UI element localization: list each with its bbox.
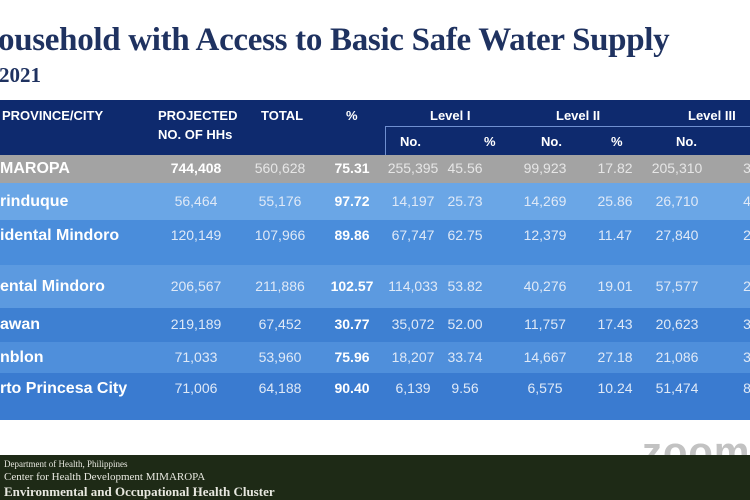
cell-l2-no: 40,276 bbox=[523, 277, 567, 294]
cell-projected: 219,189 bbox=[170, 316, 222, 332]
table-row: nblon 71,033 53,960 75.96 18,207 33.74 14,667 2… bbox=[0, 342, 750, 373]
cell-l2-pct: 17.43 bbox=[597, 316, 633, 332]
cell-name: rto Princesa City bbox=[0, 380, 128, 397]
cell-projected: 744,408 bbox=[170, 160, 222, 176]
cell-l1-no: 18,207 bbox=[391, 348, 435, 365]
cell-pct: 89.86 bbox=[334, 227, 370, 243]
cell-l2-pct: 17.82 bbox=[597, 160, 633, 176]
cell-l2-no: 14,269 bbox=[523, 192, 567, 209]
cell-name: ental Mindoro bbox=[0, 277, 105, 295]
cell-total: 64,188 bbox=[258, 380, 302, 396]
cell-l3-pct: 4 bbox=[743, 192, 750, 209]
cell-l3-no: 57,577 bbox=[655, 277, 699, 294]
footer-center: Center for Health Development MIMAROPA bbox=[4, 471, 206, 483]
cell-l2-no: 14,667 bbox=[523, 348, 567, 365]
cell-l1-no: 114,033 bbox=[388, 277, 438, 294]
cell-pct: 30.77 bbox=[334, 316, 370, 332]
cell-l3-pct: 3 bbox=[743, 160, 750, 176]
cell-l2-no: 99,923 bbox=[523, 160, 567, 176]
cell-name: awan bbox=[0, 316, 41, 333]
header-l1-no: No. bbox=[400, 134, 421, 149]
table-header: PROVINCE/CITY PROJECTED NO. OF HHs TOTAL… bbox=[0, 100, 750, 155]
cell-pct: 90.40 bbox=[334, 380, 370, 396]
header-projected-2: NO. OF HHs bbox=[158, 127, 233, 142]
header-pct: % bbox=[346, 108, 358, 123]
cell-l3-pct: 3 bbox=[743, 316, 750, 332]
cell-projected: 71,033 bbox=[174, 348, 218, 365]
cell-pct: 75.31 bbox=[334, 160, 370, 176]
footer-cluster: Environmental and Occupational Health Cl… bbox=[4, 484, 275, 499]
cell-l2-pct: 11.47 bbox=[598, 227, 632, 243]
cell-l3-no: 205,310 bbox=[651, 160, 703, 176]
cell-l3-no: 26,710 bbox=[655, 192, 699, 209]
cell-total: 55,176 bbox=[258, 192, 302, 209]
cell-l1-pct: 53.82 bbox=[447, 277, 483, 294]
cell-l1-pct: 33.74 bbox=[447, 348, 483, 365]
slide-title: ousehold with Access to Basic Safe Water… bbox=[0, 22, 670, 58]
header-level-2: Level II bbox=[556, 108, 601, 123]
cell-pct: 75.96 bbox=[334, 348, 370, 365]
cell-total: 560,628 bbox=[254, 160, 306, 176]
cell-l2-no: 12,379 bbox=[523, 227, 567, 243]
cell-l3-no: 51,474 bbox=[655, 380, 699, 396]
cell-l1-no: 255,395 bbox=[387, 160, 439, 176]
cell-total: 107,966 bbox=[254, 227, 306, 243]
cell-l1-no: 6,139 bbox=[395, 380, 431, 396]
cell-pct: 102.57 bbox=[330, 277, 374, 294]
cell-l3-pct: 2 bbox=[743, 227, 750, 243]
table-row: idental Mindoro 120,149 107,966 89.86 67,747… bbox=[0, 220, 750, 265]
cell-l1-pct: 62.75 bbox=[447, 227, 483, 243]
cell-l2-no: 11,757 bbox=[524, 316, 566, 332]
cell-total: 67,452 bbox=[258, 316, 302, 332]
subheader-divider bbox=[385, 126, 750, 155]
cell-l2-pct: 25.86 bbox=[597, 192, 633, 209]
header-l2-no: No. bbox=[541, 134, 562, 149]
table-row: rinduque 56,464 55,176 97.72 14,197 25.73 14,2… bbox=[0, 183, 750, 220]
cell-projected: 120,149 bbox=[170, 227, 222, 243]
cell-projected: 56,464 bbox=[174, 192, 218, 209]
cell-total: 211,886 bbox=[255, 277, 305, 294]
cell-l1-no: 67,747 bbox=[391, 227, 435, 243]
header-l2-pct: % bbox=[611, 134, 623, 149]
table-row: ental Mindoro 206,567 211,886 102.57 114,033… bbox=[0, 265, 750, 308]
cell-l3-no: 21,086 bbox=[655, 348, 699, 365]
cell-l3-pct: 2 bbox=[743, 277, 750, 294]
table-row: MAROPA 744,408 560,628 75.31 255,395 45.56 99,… bbox=[0, 155, 750, 183]
table-row: rto Princesa City 71,006 64,188 90.40 6,139 9… bbox=[0, 373, 750, 420]
cell-l2-pct: 10.24 bbox=[597, 380, 633, 396]
cell-projected: 206,567 bbox=[170, 277, 222, 294]
cell-name: idental Mindoro bbox=[0, 227, 120, 244]
cell-projected: 71,006 bbox=[174, 380, 218, 396]
cell-l1-no: 14,197 bbox=[391, 192, 435, 209]
cell-l1-pct: 25.73 bbox=[447, 192, 483, 209]
cell-l3-pct: 8 bbox=[743, 380, 750, 396]
header-l1-pct: % bbox=[484, 134, 496, 149]
cell-name: nblon bbox=[0, 348, 44, 366]
cell-l1-pct: 45.56 bbox=[447, 160, 483, 176]
slide-footer: Department of Health, Philippines Center… bbox=[0, 455, 750, 500]
header-level-1: Level I bbox=[430, 108, 471, 123]
header-province: PROVINCE/CITY bbox=[2, 108, 104, 123]
cell-l2-no: 6,575 bbox=[527, 380, 563, 396]
water-supply-table: PROVINCE/CITY PROJECTED NO. OF HHs TOTAL… bbox=[0, 100, 750, 420]
cell-l1-no: 35,072 bbox=[391, 316, 435, 332]
header-projected: PROJECTED bbox=[158, 108, 238, 123]
footer-department: Department of Health, Philippines bbox=[4, 459, 128, 469]
cell-l1-pct: 9.56 bbox=[451, 380, 479, 396]
cell-l3-no: 20,623 bbox=[655, 316, 699, 332]
header-level-3: Level III bbox=[688, 108, 736, 123]
cell-name: rinduque bbox=[0, 192, 69, 210]
header-l3-no: No. bbox=[676, 134, 697, 149]
header-total: TOTAL bbox=[261, 108, 304, 123]
slide-subtitle: 2021 bbox=[0, 63, 41, 87]
table-row: awan 219,189 67,452 30.77 35,072 52.00 11,757 1… bbox=[0, 308, 750, 342]
cell-l3-no: 27,840 bbox=[655, 227, 699, 243]
cell-pct: 97.72 bbox=[334, 192, 370, 209]
cell-l2-pct: 27.18 bbox=[597, 348, 633, 365]
cell-l2-pct: 19.01 bbox=[597, 277, 633, 294]
cell-name: MAROPA bbox=[0, 160, 70, 177]
cell-l1-pct: 52.00 bbox=[447, 316, 483, 332]
cell-total: 53,960 bbox=[258, 348, 302, 365]
cell-l3-pct: 3 bbox=[743, 348, 750, 365]
